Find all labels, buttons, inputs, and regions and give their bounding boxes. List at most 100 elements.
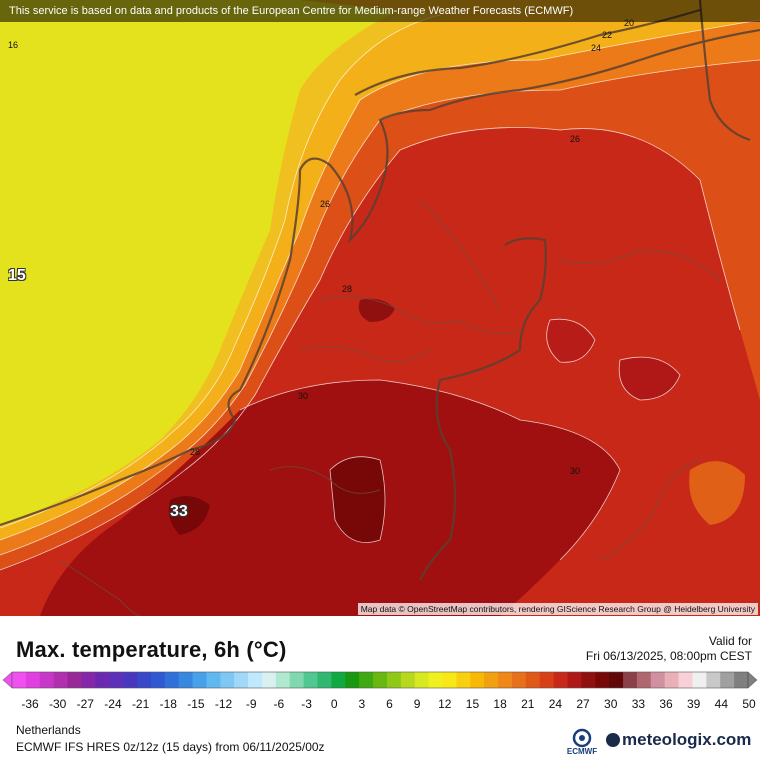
scale-color-step — [289, 672, 305, 688]
scale-color-step — [678, 672, 693, 688]
scale-tick-label: 44 — [714, 697, 729, 711]
scale-tick-label: -12 — [214, 697, 233, 711]
contour-label: 30 — [298, 391, 309, 401]
scale-tick-label: 36 — [659, 697, 673, 711]
scale-tick-label: 12 — [438, 697, 452, 711]
scale-color-step — [39, 672, 55, 688]
scale-color-step — [470, 672, 485, 688]
scale-tick-label: -6 — [273, 697, 285, 711]
contour-label: 28 — [190, 447, 201, 457]
scale-color-step — [498, 672, 513, 688]
scale-color-step — [636, 672, 652, 688]
scale-color-step — [734, 672, 749, 688]
contour-label: 24 — [591, 43, 602, 53]
scale-color-step — [164, 672, 180, 688]
scale-color-step — [525, 672, 541, 688]
scale-color-step — [248, 672, 263, 688]
scale-tick-label: -18 — [159, 697, 177, 711]
scale-color-step — [136, 672, 152, 688]
scale-color-step — [456, 672, 471, 688]
scale-color-step — [12, 672, 27, 688]
scale-color-step — [25, 672, 41, 688]
scale-color-step — [650, 672, 666, 688]
valid-for-label: Valid for — [708, 634, 752, 648]
scale-color-step — [275, 672, 291, 688]
scale-color-step — [581, 672, 596, 688]
scale-tick-label: -3 — [301, 697, 312, 711]
ecmwf-logo-text: ECMWF — [566, 747, 598, 756]
scale-tick-label: 33 — [631, 697, 646, 711]
scale-color-step — [539, 672, 555, 688]
ecmwf-notice-banner: This service is based on data and produc… — [0, 0, 760, 22]
scale-color-step — [123, 672, 138, 688]
scale-tick-label: 18 — [493, 697, 507, 711]
scale-color-step — [67, 672, 82, 688]
region-name: Netherlands — [16, 723, 81, 737]
scale-color-step — [553, 672, 568, 688]
scale-color-step — [331, 672, 346, 688]
brand-name: meteologix.com — [622, 730, 752, 749]
scale-tick-label: -36 — [21, 697, 39, 711]
scale-tick-label: -9 — [245, 697, 257, 711]
scale-tick-label: 6 — [386, 697, 393, 711]
scale-tick-label: -21 — [131, 697, 150, 711]
scale-color-step — [345, 672, 360, 688]
scale-tick-label: 9 — [413, 697, 421, 711]
scale-color-step — [567, 672, 582, 688]
meteologix-logo-icon — [606, 733, 620, 747]
temperature-map[interactable]: This service is based on data and produc… — [0, 0, 760, 616]
map-canvas — [0, 0, 760, 616]
scale-tick-label: 27 — [576, 697, 590, 711]
contour-label: 16 — [8, 40, 19, 50]
valid-time: Fri 06/13/2025, 08:00pm CEST — [585, 649, 752, 663]
scale-color-step — [623, 672, 638, 688]
scale-color-step — [95, 672, 110, 688]
scale-color-step — [428, 672, 443, 688]
scale-color-step — [81, 672, 96, 688]
scale-color-step — [414, 672, 430, 688]
scale-color-step — [664, 672, 680, 688]
map-attribution[interactable]: Map data © OpenStreetMap contributors, r… — [357, 603, 758, 615]
meteologix-logo[interactable]: meteologix.com — [606, 730, 751, 750]
scale-tick-label: 50 — [742, 697, 756, 711]
scale-color-step — [609, 672, 624, 688]
contour-label: 22 — [602, 30, 613, 40]
scale-color-step — [234, 672, 249, 688]
value-label-max: 33 — [170, 503, 188, 520]
contour-label: 28 — [342, 284, 353, 294]
scale-frame — [11, 671, 749, 689]
scale-color-step — [720, 672, 735, 688]
ecmwf-logo-icon[interactable] — [562, 728, 602, 758]
scale-tick-label: 39 — [687, 697, 701, 711]
scale-tick-label: -30 — [48, 697, 67, 711]
scale-min-arrow — [2, 671, 13, 689]
scale-tick-label: 30 — [604, 697, 618, 711]
scale-color-step — [595, 672, 610, 688]
scale-tick-label: -27 — [76, 697, 94, 711]
scale-color-step — [178, 672, 194, 688]
model-info: ECMWF IFS HRES 0z/12z (15 days) from 06/… — [16, 740, 325, 754]
scale-tick-label: 15 — [465, 697, 480, 711]
contour-label: 26 — [320, 199, 331, 209]
scale-tick-label: 0 — [330, 697, 338, 711]
scale-color-step — [692, 672, 707, 688]
scale-color-step — [511, 672, 527, 688]
scale-max-arrow — [747, 671, 758, 689]
legend-title: Max. temperature, 6h (°C) — [16, 637, 287, 662]
scale-color-step — [261, 672, 277, 688]
scale-color-step — [359, 672, 374, 688]
contour-label: 30 — [570, 466, 581, 476]
contour-label: 26 — [570, 134, 581, 144]
scale-color-step — [303, 672, 319, 688]
scale-tick-label: 3 — [358, 697, 366, 711]
scale-color-step — [150, 672, 166, 688]
scale-color-step — [53, 672, 69, 688]
color-scale-bar — [2, 671, 758, 689]
scale-color-step — [706, 672, 721, 688]
scale-color-step — [192, 672, 207, 688]
scale-color-step — [442, 672, 457, 688]
scale-color-step — [373, 672, 388, 688]
scale-tick-label: -24 — [104, 697, 122, 711]
scale-tick-label: 21 — [521, 697, 535, 711]
scale-color-step — [386, 672, 402, 688]
